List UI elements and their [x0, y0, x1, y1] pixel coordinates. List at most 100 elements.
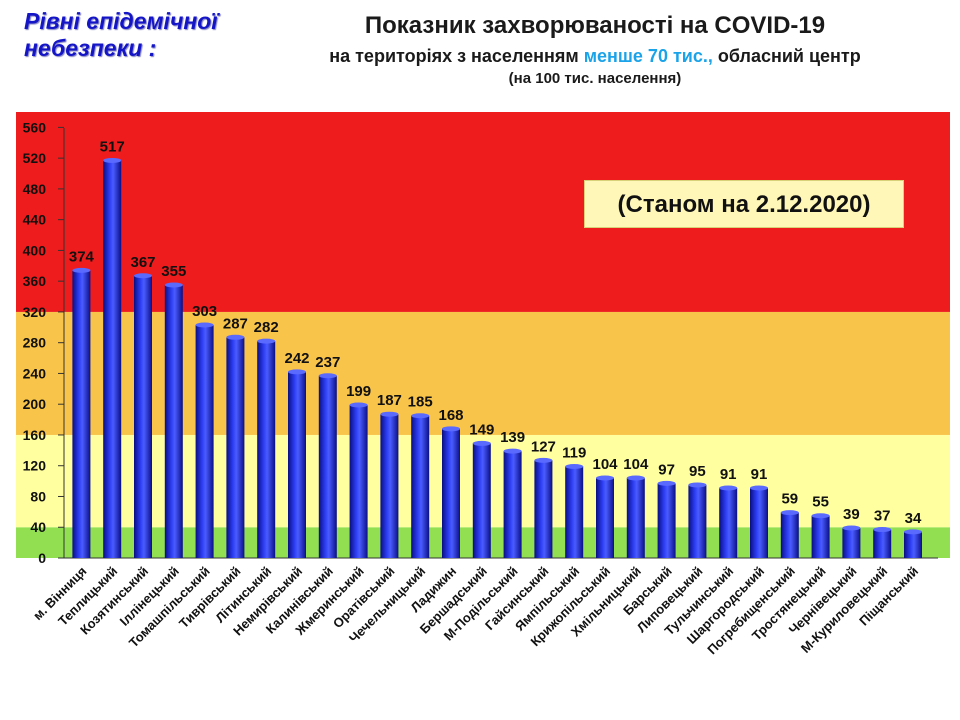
bar-21: [719, 488, 738, 558]
bar-23: [780, 512, 799, 558]
y-tick-label: 320: [23, 304, 47, 320]
bar-12: [442, 428, 460, 558]
value-label-5: 287: [223, 315, 248, 332]
bar-cap-8: [318, 373, 337, 379]
value-label-13: 149: [469, 421, 494, 438]
value-label-0: 374: [69, 248, 95, 265]
y-tick-label: 520: [23, 150, 47, 166]
chart-title: Показник захворюваності на COVID-19: [364, 12, 826, 39]
y-tick-label: 560: [23, 119, 47, 135]
bar-0: [72, 270, 91, 558]
bar-cap-12: [442, 426, 460, 432]
bar-cap-6: [257, 338, 276, 344]
bar-cap-11: [411, 413, 430, 419]
value-label-8: 237: [315, 354, 340, 371]
bar-16: [565, 466, 584, 558]
value-label-26: 37: [874, 508, 891, 525]
y-tick-label: 0: [38, 550, 46, 566]
value-label-23: 59: [781, 491, 798, 508]
y-tick-label: 240: [23, 365, 47, 381]
bar-cap-20: [688, 482, 707, 488]
value-label-19: 97: [658, 461, 675, 478]
bar-25: [842, 528, 861, 558]
value-label-15: 127: [531, 438, 556, 455]
y-tick-label: 440: [23, 212, 47, 228]
bar-24: [811, 515, 830, 558]
bar-cap-1: [103, 157, 122, 163]
bar-cap-9: [349, 402, 368, 408]
value-label-16: 119: [562, 444, 586, 461]
value-label-3: 355: [161, 263, 186, 280]
bars: [72, 157, 922, 558]
bar-cap-23: [780, 510, 799, 516]
subtitle-part1: на територіях з населенням: [329, 46, 584, 66]
bar-cap-18: [626, 475, 645, 481]
subtitle-highlight: менше 70 тис.,: [583, 46, 713, 66]
bar-5: [226, 337, 245, 558]
bar-cap-19: [657, 480, 676, 486]
bar-cap-26: [873, 527, 892, 533]
category-labels: м. ВінницяТеплицькийКозятинськийІллінець…: [30, 564, 921, 658]
levels-title-line2: небезпеки :: [24, 35, 157, 61]
bar-cap-7: [288, 369, 306, 375]
levels-title: Рівні епідемічної небезпеки :: [24, 8, 218, 62]
bar-7: [288, 371, 306, 558]
value-label-1: 517: [100, 138, 125, 155]
y-tick-label: 160: [23, 427, 47, 443]
value-label-24: 55: [812, 494, 829, 511]
bar-cap-16: [565, 463, 584, 469]
bar-14: [503, 451, 522, 558]
bar-26: [873, 529, 892, 558]
bar-15: [534, 460, 553, 558]
value-label-9: 199: [346, 383, 371, 400]
y-tick-label: 80: [30, 488, 46, 504]
y-tick-label: 480: [23, 181, 47, 197]
bar-6: [257, 341, 276, 558]
bar-1: [103, 160, 122, 558]
zone-band-2: [16, 311, 950, 435]
value-label-18: 104: [623, 456, 649, 473]
bar-cap-21: [719, 485, 738, 491]
y-tick-label: 120: [23, 458, 47, 474]
bar-22: [750, 488, 768, 558]
bar-cap-10: [380, 411, 399, 417]
chart-units: (на 100 тис. населення): [508, 70, 682, 87]
value-label-25: 39: [843, 506, 860, 523]
bar-cap-15: [534, 457, 553, 463]
bar-cap-4: [195, 322, 214, 328]
bar-9: [349, 404, 368, 558]
y-tick-label: 40: [30, 519, 46, 535]
bar-cap-17: [596, 475, 614, 481]
bar-cap-13: [472, 440, 491, 446]
value-label-2: 367: [130, 254, 155, 271]
value-labels: 374 517 367 355 303 287 282 242 237 199 187 185 168 1…: [69, 138, 922, 526]
bar-3: [164, 285, 183, 558]
bar-cap-3: [164, 282, 183, 288]
value-label-10: 187: [377, 392, 402, 409]
y-tick-label: 400: [23, 242, 47, 258]
levels-title-line1: Рівні епідемічної: [24, 8, 218, 34]
bar-4: [195, 325, 214, 558]
bar-cap-24: [811, 513, 830, 519]
value-label-17: 104: [592, 456, 618, 473]
bar-cap-27: [904, 529, 922, 535]
bar-cap-22: [750, 485, 768, 491]
bar-10: [380, 414, 399, 558]
value-label-4: 303: [192, 303, 217, 320]
value-label-12: 168: [438, 407, 463, 424]
date-note: (Станом на 2.12.2020): [584, 180, 904, 228]
bar-cap-25: [842, 525, 861, 531]
y-tick-label: 280: [23, 335, 47, 351]
bar-cap-14: [503, 448, 522, 454]
bar-13: [472, 443, 491, 558]
value-label-11: 185: [408, 394, 433, 411]
y-tick-label: 360: [23, 273, 47, 289]
bar-27: [904, 531, 922, 558]
bar-cap-2: [134, 273, 152, 279]
value-label-21: 91: [720, 466, 737, 483]
value-label-27: 34: [905, 510, 922, 527]
bar-cap-5: [226, 334, 245, 340]
value-label-22: 91: [751, 466, 768, 483]
value-label-20: 95: [689, 463, 706, 480]
